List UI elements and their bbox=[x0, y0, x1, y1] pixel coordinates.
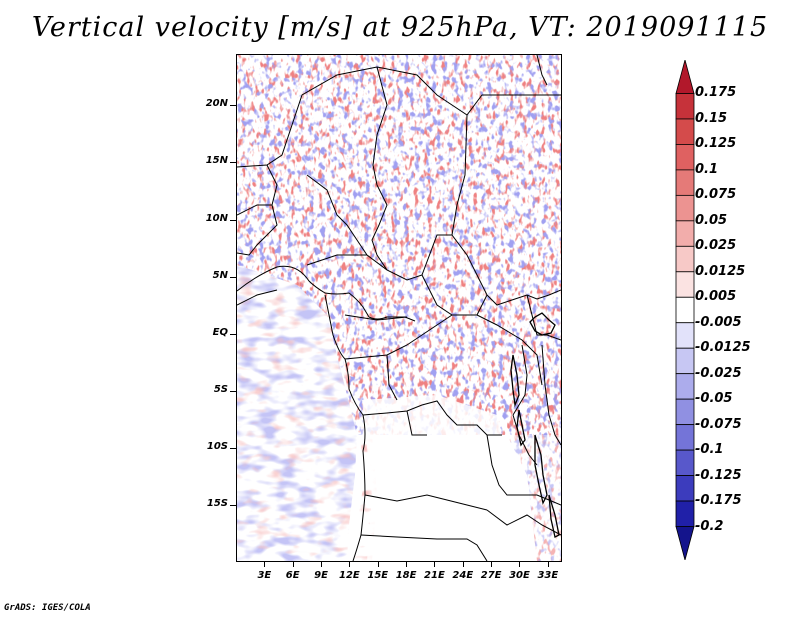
lat-label: 5N bbox=[212, 269, 228, 281]
lon-label: 18E bbox=[395, 570, 417, 581]
colorbar-label: 0.075 bbox=[695, 187, 737, 203]
southern-clear-region bbox=[362, 395, 527, 561]
colorbar-label: -0.125 bbox=[695, 467, 742, 483]
lon-label: 12E bbox=[339, 570, 360, 581]
lon-tick bbox=[321, 562, 323, 567]
colorbar-swatch bbox=[675, 347, 695, 375]
colorbar-label: 0.1 bbox=[695, 161, 719, 177]
lat-tick bbox=[230, 447, 236, 449]
colorbar-swatch bbox=[675, 526, 695, 560]
colorbar-swatch bbox=[675, 93, 695, 120]
colorbar-swatch bbox=[675, 322, 695, 349]
colorbar-swatch bbox=[675, 169, 695, 196]
colorbar-label: -0.175 bbox=[695, 493, 742, 509]
colorbar-label: -0.075 bbox=[695, 416, 742, 432]
colorbar-label: 0.025 bbox=[695, 238, 737, 254]
lon-label: 9E bbox=[314, 570, 328, 581]
lon-tick bbox=[547, 562, 549, 567]
colorbar-label: 0.005 bbox=[695, 289, 737, 305]
lon-tick bbox=[377, 562, 379, 567]
colorbar-label: 0.175 bbox=[695, 85, 737, 101]
colorbar-label: -0.2 bbox=[695, 518, 724, 534]
lon-label: 30E bbox=[509, 570, 530, 581]
lon-tick bbox=[264, 562, 266, 567]
lat-label: 20N bbox=[205, 98, 228, 110]
lon-tick bbox=[434, 562, 436, 567]
colorbar-label: -0.0125 bbox=[695, 340, 751, 356]
colorbar-label: -0.05 bbox=[695, 391, 733, 407]
lon-tick bbox=[349, 562, 351, 567]
colorbar-swatch bbox=[675, 194, 695, 222]
lat-label: EQ bbox=[212, 326, 228, 338]
colorbar-swatch bbox=[675, 373, 695, 400]
lon-label: 15E bbox=[367, 570, 389, 581]
lon-tick bbox=[292, 562, 294, 567]
colorbar-label: -0.025 bbox=[695, 365, 742, 381]
colorbar bbox=[675, 60, 695, 560]
lon-tick bbox=[462, 562, 464, 567]
colorbar-swatch bbox=[675, 144, 695, 171]
colorbar-swatch bbox=[675, 500, 695, 527]
lon-label: 24E bbox=[452, 570, 474, 581]
chart-title: Vertical velocity [m/s] at 925hPa, VT: 2… bbox=[31, 12, 769, 43]
lon-label: 27E bbox=[480, 570, 502, 581]
lat-tick bbox=[230, 105, 236, 107]
lat-tick bbox=[230, 162, 236, 164]
colorbar-swatch bbox=[675, 424, 695, 451]
lat-tick bbox=[230, 504, 236, 506]
lat-label: 10S bbox=[206, 440, 228, 452]
lon-label: 6E bbox=[285, 570, 300, 581]
colorbar-label: -0.1 bbox=[695, 442, 724, 458]
lat-label: 10N bbox=[205, 212, 228, 224]
colorbar-swatch bbox=[675, 449, 695, 476]
lat-label: 15S bbox=[206, 497, 228, 509]
colorbar-swatch bbox=[675, 245, 695, 273]
colorbar-swatch bbox=[675, 271, 695, 298]
colorbar-label: 0.125 bbox=[695, 136, 737, 152]
colorbar-swatch bbox=[675, 398, 695, 426]
lon-tick bbox=[491, 562, 493, 567]
lon-label: 33E bbox=[537, 570, 559, 581]
colorbar-swatch bbox=[675, 220, 695, 247]
colorbar-swatch bbox=[675, 475, 695, 502]
software-credit: GrADS: IGES/COLA bbox=[4, 603, 91, 613]
lakes bbox=[510, 312, 560, 538]
vertical-velocity-map bbox=[236, 54, 562, 562]
lon-tick bbox=[406, 562, 408, 567]
colorbar-swatch bbox=[675, 60, 695, 94]
colorbar-label: -0.005 bbox=[695, 314, 742, 330]
lat-tick bbox=[230, 276, 236, 278]
lon-label: 3E bbox=[257, 570, 272, 581]
country-borders bbox=[237, 55, 561, 561]
colorbar-swatch bbox=[675, 296, 695, 324]
lat-label: 15N bbox=[205, 155, 228, 167]
colorbar-label: 0.05 bbox=[695, 212, 728, 228]
colorbar-label: 0.0125 bbox=[695, 263, 746, 279]
lon-tick bbox=[519, 562, 521, 567]
lon-label: 21E bbox=[424, 570, 445, 581]
lat-tick bbox=[230, 219, 236, 221]
colorbar-swatch bbox=[675, 118, 695, 145]
lat-label: 5S bbox=[213, 383, 228, 395]
lat-tick bbox=[230, 333, 236, 335]
colorbar-label: 0.15 bbox=[695, 110, 728, 126]
lat-tick bbox=[230, 390, 236, 392]
